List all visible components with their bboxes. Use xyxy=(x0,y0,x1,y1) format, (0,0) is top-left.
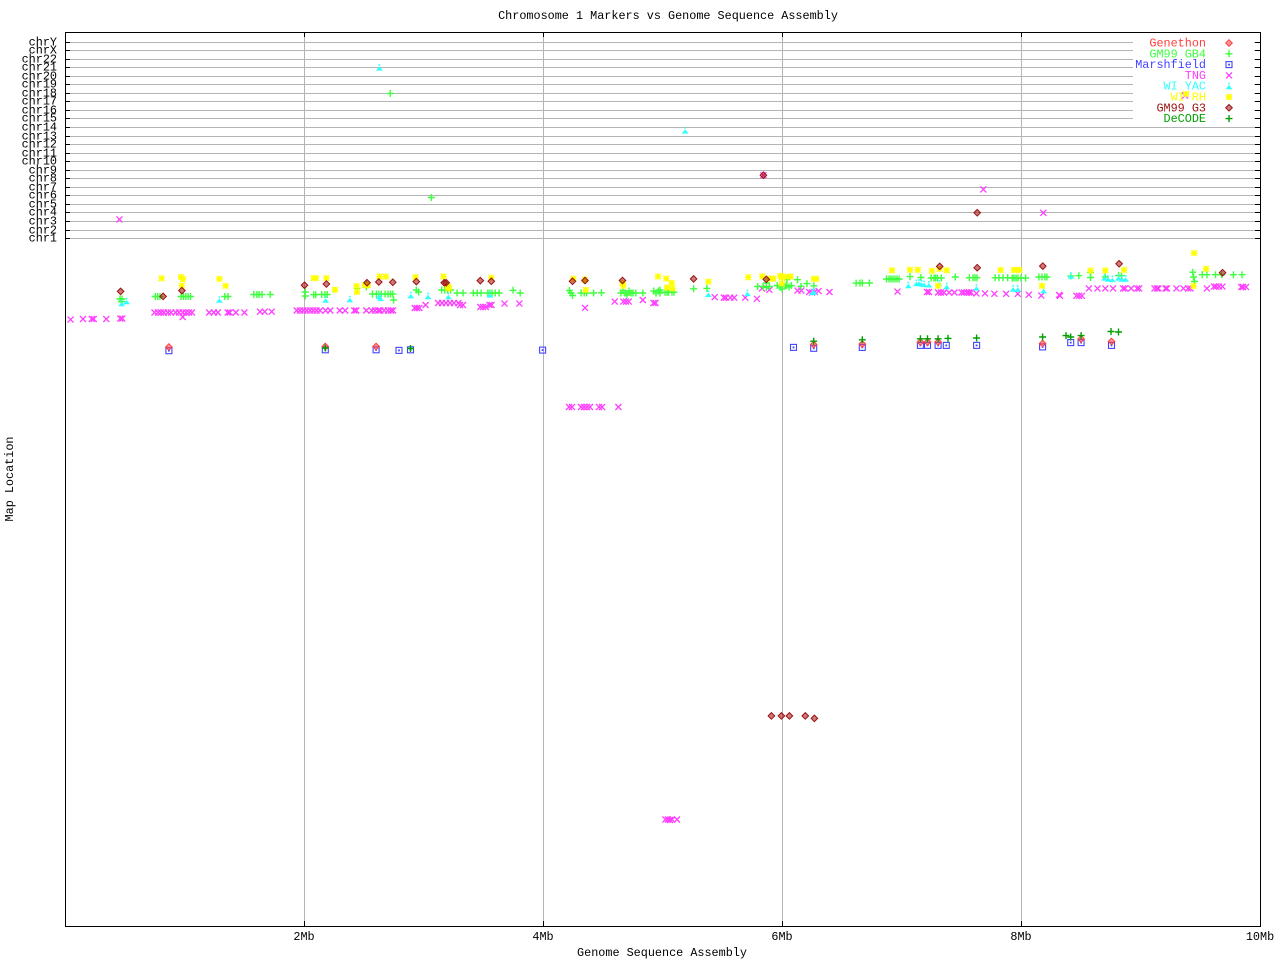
svg-text:GM99 G3: GM99 G3 xyxy=(1156,101,1206,115)
svg-text:chr19: chr19 xyxy=(22,78,57,92)
svg-text:Genome Sequence Assembly: Genome Sequence Assembly xyxy=(577,946,747,960)
svg-text:Chromosome 1 Markers vs Genome: Chromosome 1 Markers vs Genome Sequence … xyxy=(498,9,838,23)
svg-text:chrY: chrY xyxy=(29,36,57,50)
svg-text:Marshfield: Marshfield xyxy=(1135,58,1206,72)
svg-text:chr15: chr15 xyxy=(22,112,57,126)
svg-text:WI YAC: WI YAC xyxy=(1164,80,1206,94)
svg-text:chr16: chr16 xyxy=(22,104,57,118)
svg-text:chrX: chrX xyxy=(29,44,57,58)
svg-text:chr6: chr6 xyxy=(29,189,57,203)
svg-text:chr13: chr13 xyxy=(22,130,57,144)
svg-text:chr12: chr12 xyxy=(22,138,57,152)
svg-text:8Mb: 8Mb xyxy=(1010,930,1031,944)
svg-text:GM99 GB4: GM99 GB4 xyxy=(1149,47,1206,61)
svg-text:chr5: chr5 xyxy=(29,198,57,212)
svg-text:chr1: chr1 xyxy=(29,232,57,246)
svg-text:TNG: TNG xyxy=(1185,69,1206,83)
svg-text:chr11: chr11 xyxy=(22,147,57,161)
svg-text:chr7: chr7 xyxy=(29,181,57,195)
svg-text:chr18: chr18 xyxy=(22,87,57,101)
svg-text:chr22: chr22 xyxy=(22,53,57,67)
svg-text:chr17: chr17 xyxy=(22,95,57,109)
svg-text:chr14: chr14 xyxy=(22,121,57,135)
svg-text:4Mb: 4Mb xyxy=(532,930,553,944)
svg-text:Map Location: Map Location xyxy=(3,437,17,522)
svg-text:chr3: chr3 xyxy=(29,215,57,229)
svg-text:Genethon: Genethon xyxy=(1149,37,1206,51)
svg-text:chr8: chr8 xyxy=(29,172,57,186)
svg-text:DeCODE: DeCODE xyxy=(1164,112,1206,126)
svg-text:2Mb: 2Mb xyxy=(293,930,314,944)
svg-text:chr9: chr9 xyxy=(29,164,57,178)
svg-text:WI RH: WI RH xyxy=(1171,91,1206,105)
svg-text:chr10: chr10 xyxy=(22,155,57,169)
svg-text:chr4: chr4 xyxy=(29,206,57,220)
svg-text:chr21: chr21 xyxy=(22,61,57,75)
svg-text:chr20: chr20 xyxy=(22,70,57,84)
svg-text:10Mb: 10Mb xyxy=(1246,930,1274,944)
svg-text:chr2: chr2 xyxy=(29,224,57,238)
svg-text:6Mb: 6Mb xyxy=(771,930,792,944)
